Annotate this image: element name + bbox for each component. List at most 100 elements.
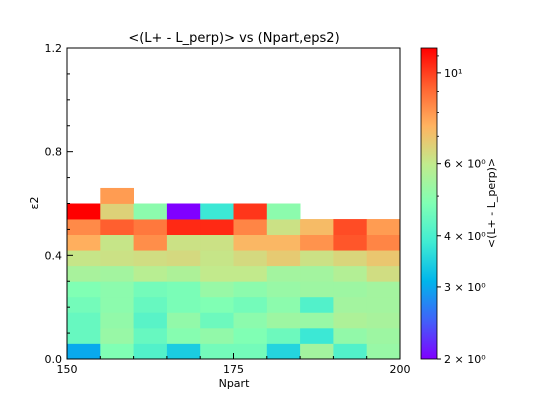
heatmap-cell xyxy=(300,281,334,298)
heatmap-cell xyxy=(333,327,368,344)
y-tick-label: 0.4 xyxy=(45,249,63,262)
heatmap-cell xyxy=(166,343,201,360)
heatmap-cell xyxy=(166,203,201,220)
x-tick-label: 150 xyxy=(57,363,78,376)
heatmap-cell xyxy=(266,296,301,313)
heatmap-cell xyxy=(233,281,268,298)
heatmap-cell xyxy=(333,219,368,235)
heatmap-cell xyxy=(233,296,268,313)
heatmap-cell xyxy=(200,281,234,298)
heatmap-cell xyxy=(133,234,168,251)
heatmap-cell xyxy=(100,296,134,313)
colorbar-label: <(L+ - L_perp)> xyxy=(485,158,498,248)
heatmap-cell xyxy=(333,296,368,313)
heatmap-cell xyxy=(166,234,201,251)
heatmap-cell xyxy=(200,250,234,267)
heatmap-cell xyxy=(233,327,268,344)
heatmap-cell xyxy=(266,312,301,329)
heatmap-cell xyxy=(366,327,401,344)
heatmap-cell xyxy=(133,296,168,313)
heatmap-cell xyxy=(333,312,368,329)
heatmap-cell xyxy=(67,219,101,235)
heatmap-cell xyxy=(266,343,301,360)
heatmap-cell xyxy=(300,265,334,282)
heatmap-cell xyxy=(133,312,168,329)
colorbar-ticks: 2 × 10⁰ 3 × 10⁰ 4 × 10⁰ 6 × 10⁰ 10¹ xyxy=(437,55,486,366)
heatmap-cell xyxy=(333,234,368,251)
heatmap-cell xyxy=(67,281,101,298)
heatmap-cell xyxy=(200,296,234,313)
heatmap-cell xyxy=(133,327,168,344)
heatmap-cell xyxy=(67,343,101,360)
heatmap-cell xyxy=(266,250,301,267)
x-tick-label: 200 xyxy=(390,363,411,376)
colorbar xyxy=(420,47,438,360)
y-tick-label: 0.8 xyxy=(45,146,63,159)
heatmap-cell xyxy=(233,265,268,282)
x-axis-label: Npart xyxy=(219,377,250,390)
heatmap-cell xyxy=(133,219,168,235)
x-axis-ticks: 150 175 200 xyxy=(57,353,411,376)
heatmap-cell xyxy=(100,250,134,267)
heatmap-cell xyxy=(100,203,134,220)
y-axis-ticks: 0.0 0.4 0.8 1.2 xyxy=(45,42,73,366)
heatmap-cell xyxy=(200,312,234,329)
heatmap-cell xyxy=(366,312,401,329)
heatmap-cell xyxy=(366,296,401,313)
heatmap-cell xyxy=(333,250,368,267)
heatmap-cell xyxy=(300,312,334,329)
heatmap-cell xyxy=(100,312,134,329)
heatmap-cell xyxy=(233,250,268,267)
heatmap-cell xyxy=(333,343,368,360)
heatmap-cell xyxy=(266,327,301,344)
heatmap-cell xyxy=(200,203,234,220)
heatmap-cell xyxy=(233,343,268,360)
heatmap-cell xyxy=(166,265,201,282)
heatmap-cell xyxy=(166,250,201,267)
heatmap-cells xyxy=(67,187,401,360)
heatmap-cell xyxy=(67,296,101,313)
heatmap-cell xyxy=(233,219,268,235)
heatmap-cell xyxy=(366,234,401,251)
heatmap-cell xyxy=(133,265,168,282)
heatmap-cell xyxy=(300,343,334,360)
heatmap-cell xyxy=(266,203,301,220)
colorbar-tick-label: 2 × 10⁰ xyxy=(444,353,486,366)
heatmap-cell xyxy=(366,343,401,360)
chart-title: <(L+ - L_perp)> vs (Npart,eps2) xyxy=(128,31,339,46)
heatmap-cell xyxy=(266,265,301,282)
heatmap-cell xyxy=(300,296,334,313)
heatmap-cell xyxy=(366,250,401,267)
heatmap-cell xyxy=(266,281,301,298)
heatmap-cell xyxy=(300,219,334,235)
y-tick-label: 0.0 xyxy=(45,353,63,366)
heatmap-cell xyxy=(200,343,234,360)
heatmap-cell xyxy=(266,234,301,251)
heatmap-cell xyxy=(100,327,134,344)
heatmap-cell xyxy=(67,312,101,329)
heatmap-cell xyxy=(300,327,334,344)
heatmap-cell xyxy=(100,343,134,360)
heatmap-cell xyxy=(233,203,268,220)
colorbar-tick-label: 4 × 10⁰ xyxy=(444,230,486,243)
heatmap-cell xyxy=(100,219,134,235)
heatmap-cell xyxy=(366,281,401,298)
heatmap-cell xyxy=(166,296,201,313)
heatmap-cell xyxy=(200,265,234,282)
heatmap-cell xyxy=(133,250,168,267)
heatmap-cell xyxy=(333,265,368,282)
heatmap-cell xyxy=(67,327,101,344)
heatmap-cell xyxy=(200,327,234,344)
heatmap-cell xyxy=(200,234,234,251)
heatmap-cell xyxy=(266,219,301,235)
heatmap-cell xyxy=(300,234,334,251)
x-tick-label: 175 xyxy=(223,363,244,376)
colorbar-tick-label: 3 × 10⁰ xyxy=(444,281,486,294)
heatmap-cell xyxy=(100,187,134,204)
colorbar-tick-label: 10¹ xyxy=(444,67,462,80)
heatmap-cell xyxy=(67,203,101,220)
heatmap-cell xyxy=(366,219,401,235)
heatmap-cell xyxy=(67,265,101,282)
